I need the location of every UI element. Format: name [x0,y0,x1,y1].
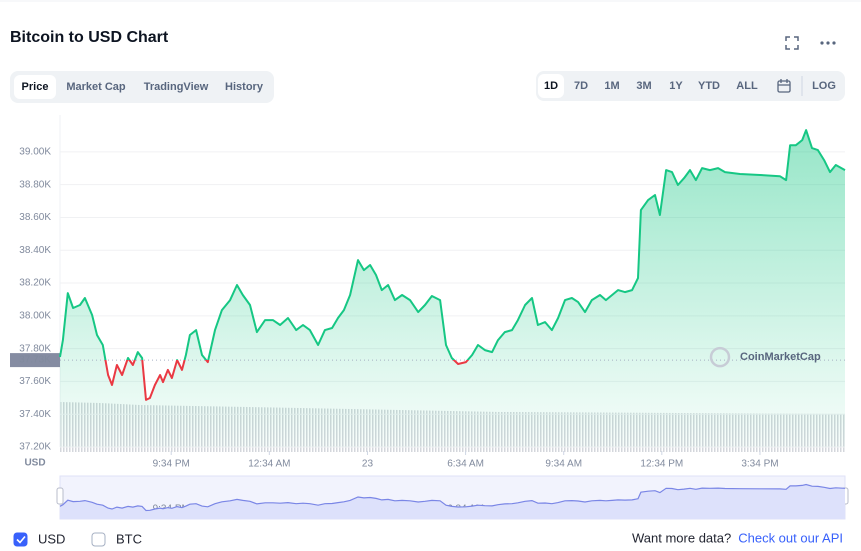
x-tick-label: 3:34 PM [741,459,778,470]
y-tick-label: 37.60K [19,376,51,387]
y-tick-label: 37.40K [19,409,51,420]
x-tick-label: 23 [362,459,374,470]
tab-active-bg [14,75,56,99]
currency-label: USD [38,531,65,546]
y-tick-label: 39.00K [19,147,51,158]
fullscreen-icon[interactable] [785,36,799,50]
api-link[interactable]: Check out our API [738,530,843,545]
range-button[interactable]: 7D [574,80,588,92]
tab[interactable]: Market Cap [66,81,126,93]
x-tick-label: 12:34 AM [248,459,290,470]
range-button[interactable]: 1M [604,80,619,92]
y-tick-label: 38.80K [19,179,51,190]
reference-label: 37.73K [19,355,51,366]
navigator-area [60,484,845,519]
x-tick-label: 9:34 AM [545,459,582,470]
price-line [59,129,846,401]
currency-label: BTC [116,531,142,546]
chart-title: Bitcoin to USD Chart [10,29,169,46]
check-mark [16,535,26,544]
y-tick-label: 37.20K [19,442,51,453]
y-tick-label: 38.60K [19,212,51,223]
watermark: CoinMarketCap [740,351,821,363]
range-active-bg [538,74,564,98]
navigator-handle[interactable] [56,487,64,505]
tab[interactable]: History [225,81,264,93]
currency-checkbox[interactable] [91,532,106,547]
range-button[interactable]: 3M [636,80,651,92]
navigator-line [59,483,846,512]
tab-group [10,71,274,103]
y-tick-label: 38.00K [19,310,51,321]
api-prompt: Want more data? [632,530,731,545]
price-area [60,130,845,447]
x-tick-label: 6:34 AM [447,459,484,470]
y-unit-label: USD [24,458,45,469]
reference-badge [10,353,60,368]
y-tick-label: 38.20K [19,278,51,289]
range-button[interactable]: YTD [698,80,720,92]
calendar-icon[interactable] [777,79,791,93]
range-button[interactable]: ALL [736,80,758,92]
x-tick-label: 9:34 PM [153,459,190,470]
y-tick-label: 38.40K [19,245,51,256]
range-button[interactable]: 1Y [669,80,683,92]
currency-checkbox[interactable] [13,532,28,547]
x-tick-label: 12:34 PM [640,459,683,470]
more-icon[interactable] [820,41,836,45]
log-toggle[interactable]: LOG [812,80,836,92]
tab[interactable]: TradingView [144,81,209,93]
range-button[interactable]: 1D [544,80,558,92]
watermark-logo [709,346,731,368]
y-tick-label: 37.80K [19,343,51,354]
range-group [536,71,845,101]
tab[interactable]: Price [22,81,49,93]
